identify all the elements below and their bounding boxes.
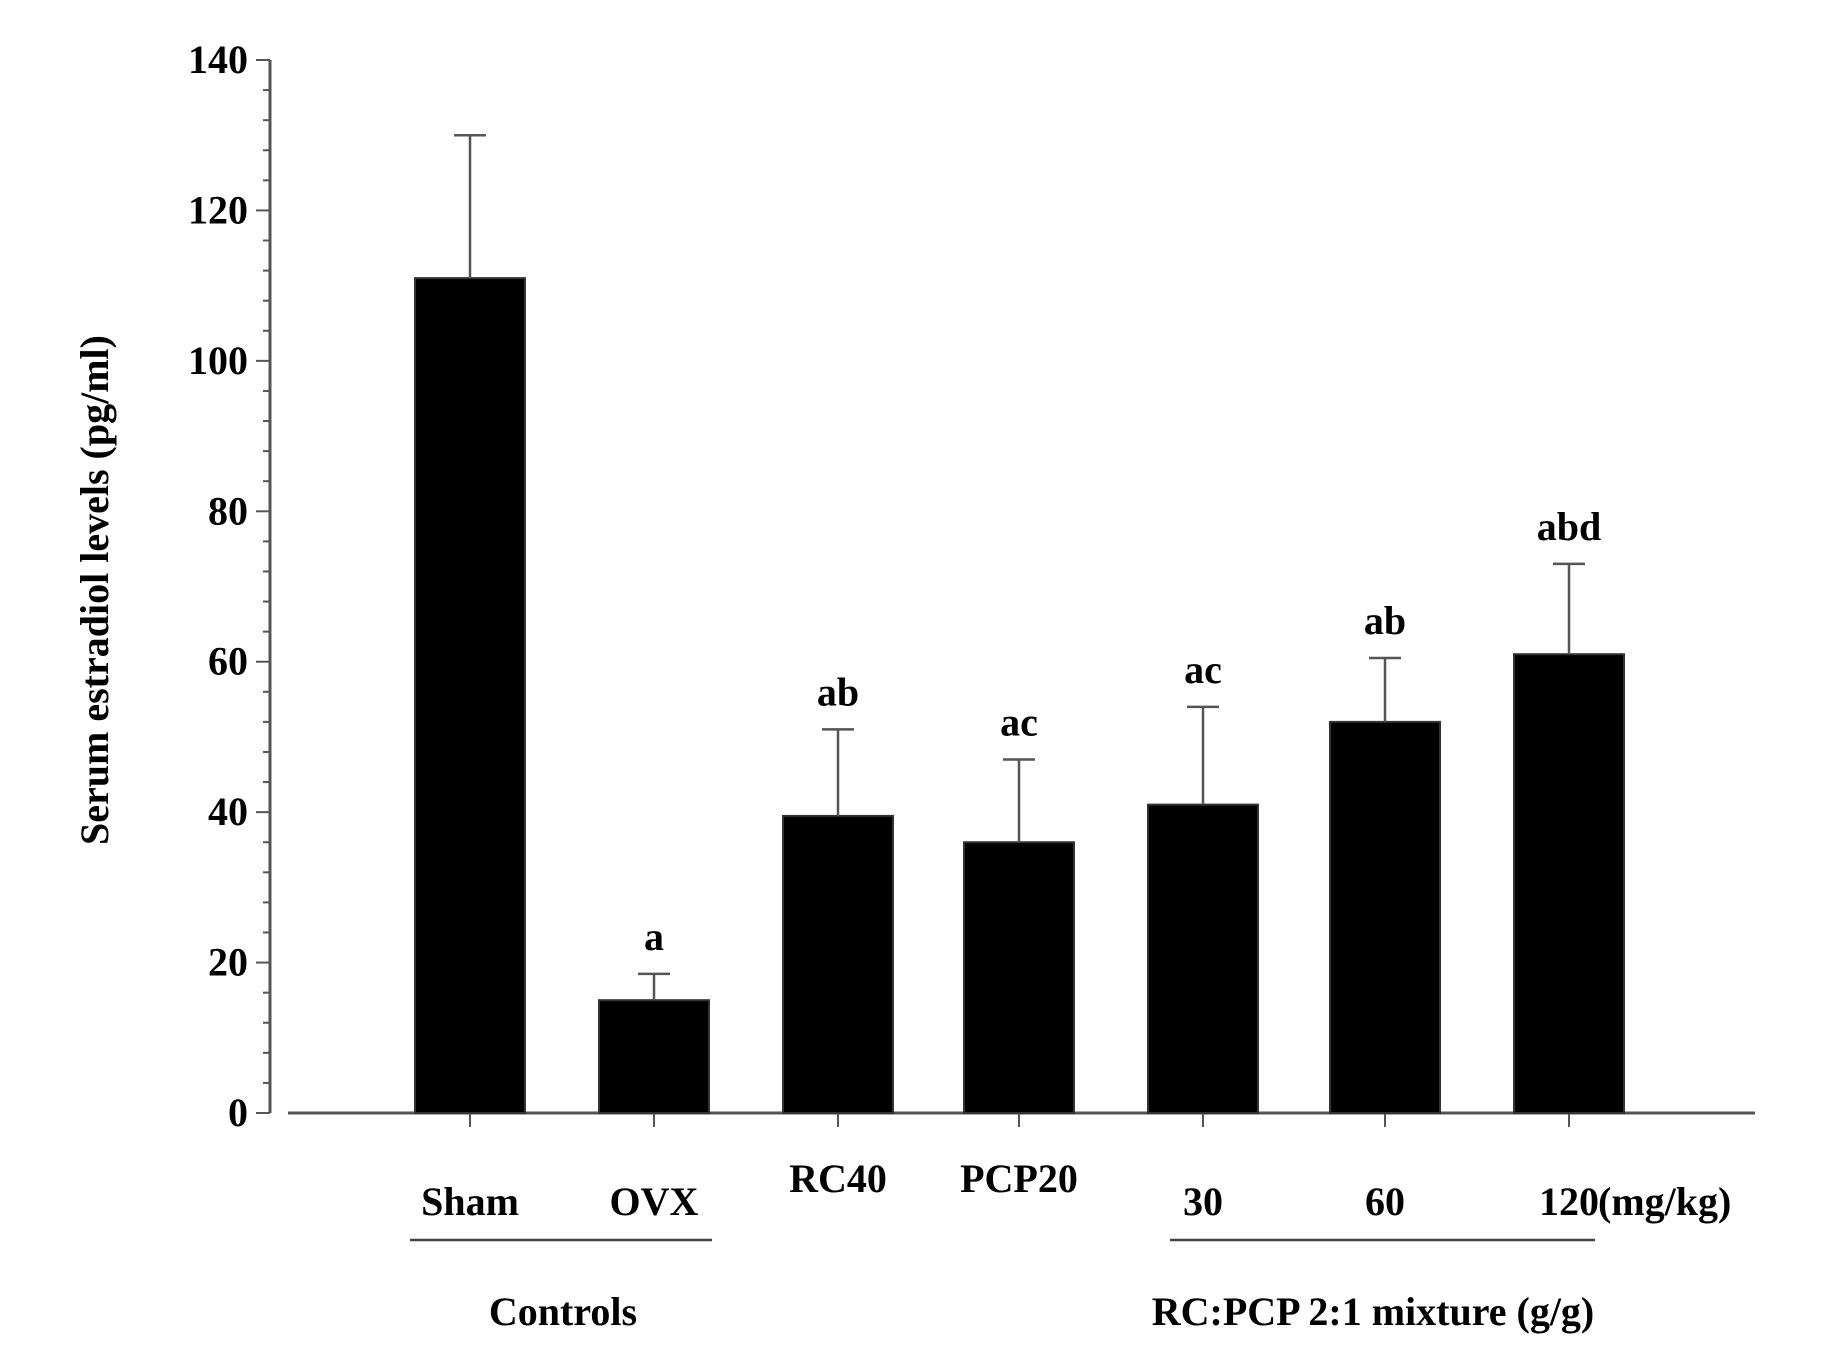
- bar: [414, 277, 526, 1115]
- error-bars: [454, 133, 1585, 1001]
- significance-label: ac: [1184, 647, 1222, 692]
- significance-labels: a ab ac ac ab abd: [644, 504, 1601, 959]
- bar: [1147, 803, 1259, 1114]
- y-tick-label: 40: [208, 789, 248, 834]
- significance-label: ac: [1000, 699, 1038, 744]
- significance-label: ab: [817, 669, 859, 714]
- y-tick-label: 140: [188, 37, 248, 82]
- x-axis: [288, 1111, 1755, 1127]
- x-tick-label: RC40: [789, 1156, 887, 1201]
- x-tick-labels: Sham OVX RC40 PCP20 30 60 120: [421, 1156, 1599, 1224]
- y-axis-label: Serum estradiol levels (pg/ml): [72, 335, 117, 845]
- x-tick-label: 60: [1365, 1179, 1405, 1224]
- y-tick-label: 100: [188, 338, 248, 383]
- y-tick-label: 20: [208, 940, 248, 985]
- y-tick-label: 80: [208, 488, 248, 533]
- bars: [414, 277, 1625, 1115]
- bar: [598, 999, 710, 1115]
- y-tick-label: 60: [208, 639, 248, 684]
- x-tick-label: PCP20: [960, 1156, 1078, 1201]
- group-brackets: Controls RC:PCP 2:1 mixture (g/g): [410, 1238, 1595, 1334]
- bar: [963, 841, 1075, 1114]
- y-tick-label: 120: [188, 187, 248, 232]
- group-label-controls: Controls: [489, 1289, 637, 1334]
- x-tick-label: OVX: [610, 1179, 699, 1224]
- x-tick-label: 120: [1539, 1179, 1599, 1224]
- y-tick-label: 0: [228, 1090, 248, 1135]
- significance-label: abd: [1537, 504, 1602, 549]
- significance-label: a: [644, 914, 664, 959]
- y-axis: 0 20 40 60 80 100 120 140: [188, 37, 272, 1135]
- x-tick-label: Sham: [421, 1179, 519, 1224]
- bar: [782, 814, 894, 1114]
- group-label-mixture: RC:PCP 2:1 mixture (g/g): [1152, 1289, 1595, 1334]
- bar: [1513, 653, 1625, 1114]
- significance-label: ab: [1364, 598, 1406, 643]
- x-tick-label: 30: [1183, 1179, 1223, 1224]
- bar: [1329, 720, 1441, 1115]
- dose-unit-label: (mg/kg): [1598, 1179, 1731, 1224]
